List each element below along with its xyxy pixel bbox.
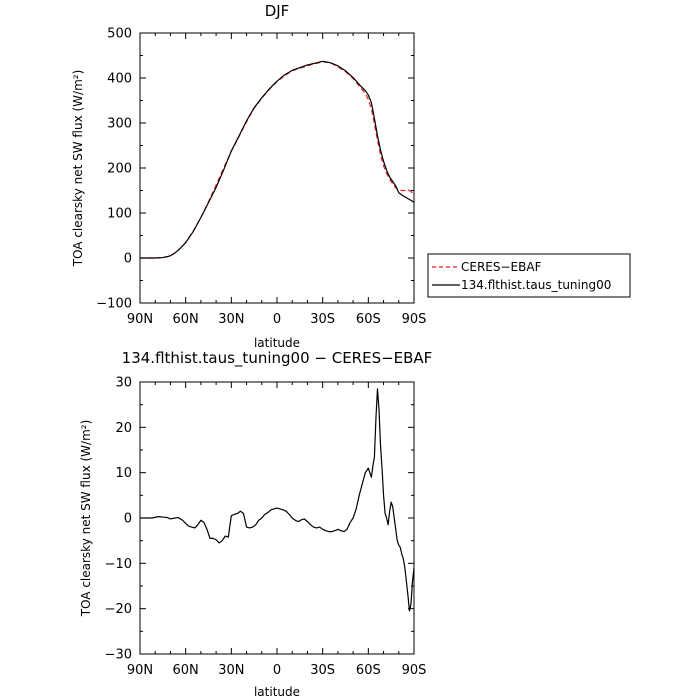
bottom-chart-title: 134.flthist.taus_tuning00 − CERES−EBAF — [122, 349, 433, 368]
top-x-tick-label: 60N — [173, 312, 199, 327]
bottom-x-tick-label: 90S — [402, 663, 427, 678]
top-series-line-1 — [140, 60, 415, 259]
top-x-tick-label: 60S — [356, 312, 381, 327]
top-x-tick-label: 90N — [127, 312, 153, 327]
bottom-x-tick-label: 60N — [173, 663, 199, 678]
legend: CERES−EBAF 134.flthist.taus_tuning00 — [427, 253, 631, 298]
top-series-line-0 — [140, 61, 415, 259]
bottom-y-tick-label: 30 — [115, 376, 132, 391]
bottom-x-tick-label: 90N — [127, 663, 153, 678]
top-chart: DJF 90N 60N 30N 0 30S 60S 90S 500 400 300 200 100 0… — [71, 2, 631, 350]
top-y-tick-label: 0 — [124, 252, 132, 267]
top-x-tick-label: 30N — [218, 312, 244, 327]
bottom-series-line-0 — [140, 388, 415, 612]
bottom-x-tick-label: 30N — [218, 663, 244, 678]
bottom-x-tick-label: 60S — [356, 663, 381, 678]
top-y-tick-label: 300 — [107, 117, 132, 132]
top-plot-frame — [139, 32, 415, 304]
bottom-plot-frame — [139, 381, 415, 655]
top-y-tick-label: 400 — [107, 72, 132, 87]
bottom-y-tick-label: −30 — [105, 648, 132, 663]
legend-label-ceres: CERES−EBAF — [461, 260, 542, 274]
bottom-x-tick-label: 0 — [273, 663, 281, 678]
bottom-y-tick-label: 10 — [115, 466, 132, 481]
bottom-y-tick-label: 20 — [115, 421, 132, 436]
bottom-x-axis-label: latitude — [254, 685, 300, 699]
legend-box — [427, 253, 631, 298]
bottom-x-ticks: 90N 60N 30N 0 30S 60S 90S — [127, 382, 427, 678]
legend-label-model: 134.flthist.taus_tuning00 — [461, 278, 611, 292]
top-y-ticks: 500 400 300 200 100 0 −100 — [96, 27, 414, 312]
top-y-tick-label: 100 — [107, 207, 132, 222]
bottom-x-tick-label: 30S — [310, 663, 335, 678]
top-x-axis-label: latitude — [254, 336, 300, 350]
bottom-chart: 134.flthist.taus_tuning00 − CERES−EBAF 9… — [79, 349, 432, 699]
top-series-group — [140, 60, 415, 259]
top-y-tick-label: 500 — [107, 27, 132, 42]
top-x-tick-label: 90S — [402, 312, 427, 327]
bottom-series-group — [140, 388, 415, 612]
top-chart-title: DJF — [265, 2, 290, 20]
top-x-tick-label: 30S — [310, 312, 335, 327]
top-x-tick-label: 0 — [273, 312, 281, 327]
top-x-ticks: 90N 60N 30N 0 30S 60S 90S — [127, 33, 427, 327]
top-y-tick-label: −100 — [96, 297, 132, 312]
bottom-y-axis-label: TOA clearsky net SW flux (W/m²) — [79, 420, 93, 618]
top-y-tick-label: 200 — [107, 162, 132, 177]
bottom-y-ticks: 30 20 10 0 −10 −20 −30 — [105, 376, 414, 663]
bottom-y-tick-label: −10 — [105, 557, 132, 572]
bottom-y-tick-label: −20 — [105, 602, 132, 617]
top-y-axis-label: TOA clearsky net SW flux (W/m²) — [71, 70, 85, 268]
bottom-y-tick-label: 0 — [124, 512, 132, 527]
